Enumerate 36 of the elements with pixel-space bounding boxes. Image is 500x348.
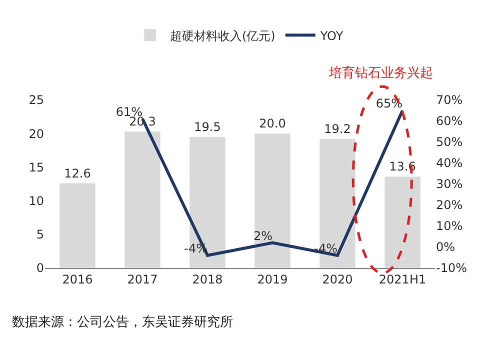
y-tick-label: 0 <box>36 261 44 276</box>
y2-tick-label: 60% <box>436 114 463 128</box>
data-label: 12.6 <box>64 166 91 180</box>
data-label: -4% <box>314 241 338 256</box>
y2-tick-label: 0% <box>436 240 456 254</box>
y-tick-label: 25 <box>28 93 44 108</box>
y2-tick-label: 50% <box>436 135 463 150</box>
x-tick-label: 2019 <box>257 272 288 286</box>
y-tick-label: 5 <box>36 228 44 242</box>
bar <box>384 176 421 268</box>
y2-tick-label: -10% <box>436 261 468 276</box>
y2-tick-label: 70% <box>436 93 463 108</box>
data-label: 65% <box>376 96 402 110</box>
legend-label: 超硬材料收入(亿元) <box>170 28 276 43</box>
legend-label: YOY <box>319 28 344 43</box>
x-tick-label: 2018 <box>192 272 223 286</box>
y-tick-label: 10 <box>28 194 44 208</box>
data-label: 19.5 <box>194 120 221 134</box>
y2-tick-label: 40% <box>436 156 463 170</box>
x-tick-label: 2021H1 <box>378 272 426 286</box>
x-tick-label: 2017 <box>127 272 158 286</box>
x-tick-label: 2020 <box>322 272 353 286</box>
y2-tick-label: 10% <box>436 219 463 234</box>
text: 培育钻石业务兴起 <box>328 65 433 81</box>
y-tick-label: 20 <box>28 126 44 141</box>
x-tick-label: 2016 <box>62 272 93 286</box>
bar <box>124 131 161 268</box>
bar <box>59 183 96 268</box>
source-note: 数据来源：公司公告，东吴证券研究所 <box>12 315 233 330</box>
bar <box>254 133 291 268</box>
data-label: 2% <box>253 228 272 243</box>
y-tick-label: 15 <box>28 160 44 174</box>
data-label: 19.2 <box>324 122 351 136</box>
y2-tick-label: 20% <box>436 198 463 212</box>
data-label: 20.0 <box>259 116 286 131</box>
y2-tick-label: 30% <box>436 177 463 192</box>
